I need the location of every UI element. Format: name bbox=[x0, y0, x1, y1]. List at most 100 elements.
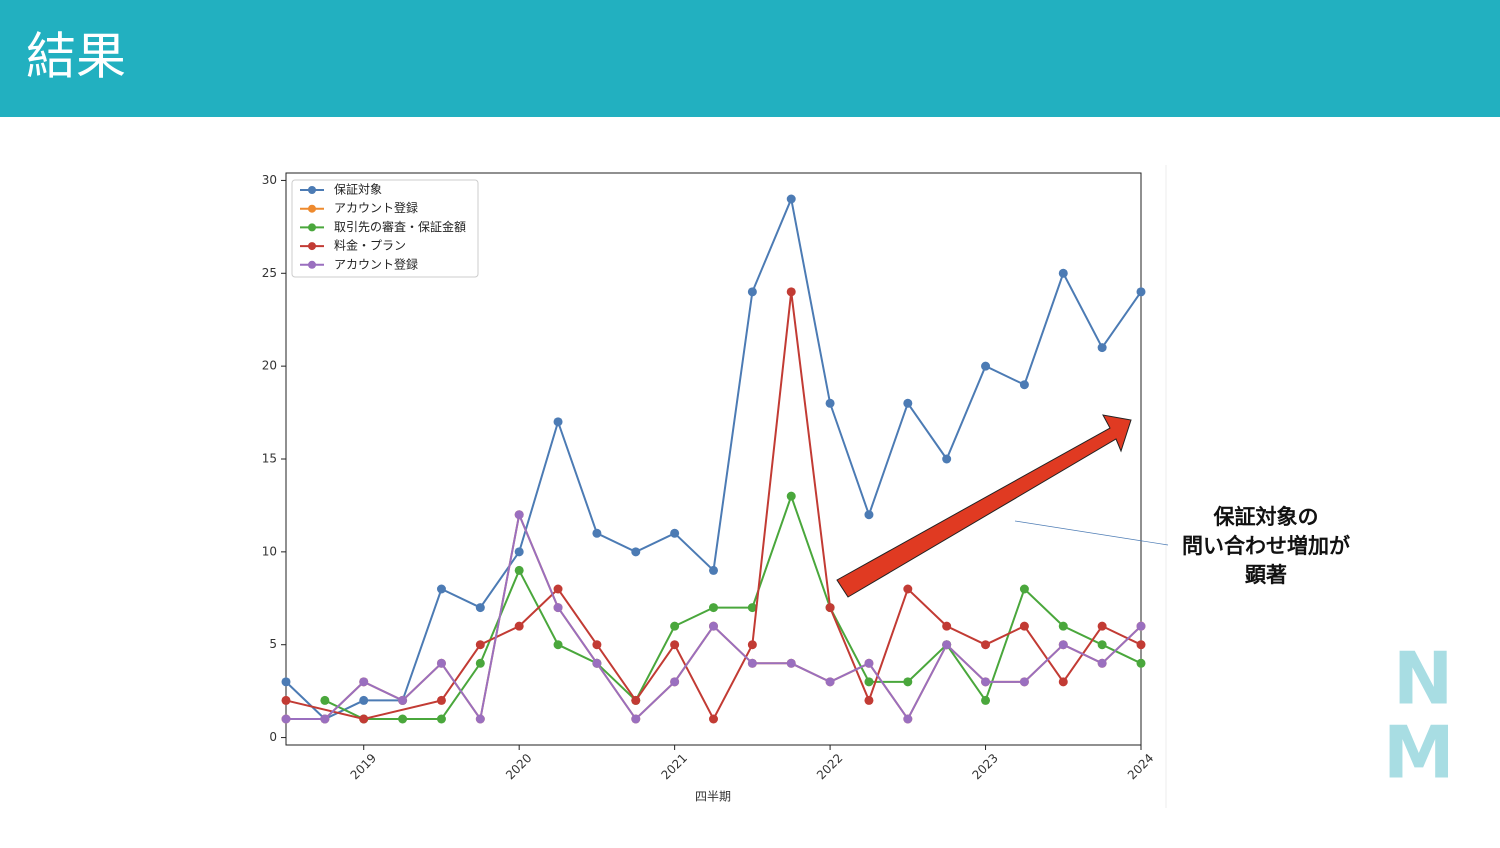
x-tick-label: 2021 bbox=[659, 751, 690, 782]
data-point bbox=[475, 603, 485, 613]
x-tick-label: 2020 bbox=[503, 751, 534, 782]
data-point bbox=[1136, 287, 1146, 297]
series-line bbox=[286, 511, 1142, 722]
data-point bbox=[1019, 380, 1029, 390]
data-point bbox=[359, 714, 369, 724]
data-point bbox=[747, 658, 757, 668]
legend-swatch bbox=[308, 260, 316, 269]
data-point bbox=[825, 603, 835, 613]
x-tick-label: 2023 bbox=[969, 751, 1000, 782]
series-line bbox=[285, 291, 1142, 722]
legend-swatch bbox=[308, 186, 316, 194]
legend-swatch bbox=[308, 204, 316, 213]
series-line bbox=[324, 493, 1142, 720]
legend-label: アカウント登録 bbox=[334, 256, 418, 271]
data-point bbox=[592, 640, 602, 650]
slide-title: 結果 bbox=[26, 28, 126, 86]
data-point bbox=[1058, 677, 1068, 687]
data-point bbox=[553, 603, 563, 613]
data-point bbox=[553, 584, 563, 594]
data-point bbox=[864, 695, 874, 705]
data-point bbox=[1097, 621, 1107, 631]
data-point bbox=[475, 640, 485, 650]
data-point bbox=[1136, 640, 1146, 650]
data-point bbox=[903, 584, 913, 594]
data-point bbox=[475, 714, 485, 724]
logo-letter: N bbox=[1393, 637, 1453, 721]
data-point bbox=[1058, 268, 1068, 278]
data-point bbox=[1019, 584, 1029, 594]
data-point bbox=[981, 361, 991, 371]
data-point bbox=[747, 640, 757, 650]
data-point bbox=[320, 714, 330, 724]
data-point bbox=[281, 695, 291, 705]
legend-swatch bbox=[308, 242, 316, 251]
data-point bbox=[709, 621, 718, 631]
y-tick-label: 15 bbox=[262, 452, 277, 466]
data-point bbox=[475, 658, 485, 668]
data-point bbox=[1019, 677, 1029, 687]
data-point bbox=[747, 287, 757, 297]
data-point bbox=[281, 714, 291, 724]
legend-box bbox=[291, 179, 479, 278]
data-point bbox=[786, 658, 796, 668]
x-axis-label: 四半期 bbox=[695, 790, 731, 804]
annotation-line: 問い合わせ増加が bbox=[1182, 534, 1350, 558]
data-point bbox=[281, 677, 291, 687]
data-point bbox=[864, 510, 874, 520]
y-tick-label: 5 bbox=[269, 637, 277, 651]
data-point bbox=[553, 417, 563, 427]
data-point bbox=[631, 695, 641, 705]
annotation-line: 顕著 bbox=[1245, 563, 1287, 587]
data-point bbox=[398, 714, 408, 724]
y-tick-label: 20 bbox=[262, 359, 277, 373]
y-tick-label: 10 bbox=[262, 544, 277, 558]
legend-label: 保証対象 bbox=[334, 183, 382, 197]
data-point bbox=[786, 194, 796, 204]
logo-letter: M bbox=[1383, 711, 1455, 795]
data-point bbox=[942, 621, 952, 631]
data-point bbox=[942, 640, 952, 650]
data-point bbox=[786, 287, 796, 297]
data-point bbox=[436, 658, 446, 668]
data-point bbox=[747, 603, 757, 613]
data-point bbox=[709, 603, 718, 613]
trend-arrow bbox=[836, 414, 1132, 598]
data-point bbox=[631, 714, 641, 724]
legend-label: 取引先の審査・保証金額 bbox=[334, 219, 466, 234]
data-point bbox=[670, 640, 680, 650]
data-point bbox=[359, 695, 369, 705]
data-point bbox=[514, 565, 524, 575]
data-point bbox=[592, 528, 602, 538]
data-point bbox=[514, 547, 524, 557]
header-band bbox=[0, 0, 1500, 117]
data-point bbox=[670, 621, 680, 631]
legend-swatch bbox=[308, 223, 316, 232]
data-point bbox=[1058, 640, 1068, 650]
data-point bbox=[436, 584, 446, 594]
data-point bbox=[942, 454, 952, 464]
data-point bbox=[981, 677, 991, 687]
data-point bbox=[1136, 621, 1146, 631]
data-point bbox=[1097, 658, 1107, 668]
data-point bbox=[670, 528, 680, 538]
data-point bbox=[825, 677, 835, 687]
data-point bbox=[903, 398, 913, 408]
data-point bbox=[981, 640, 991, 650]
data-point bbox=[981, 695, 991, 705]
data-point bbox=[514, 621, 524, 631]
data-point bbox=[825, 398, 835, 408]
data-point bbox=[514, 510, 524, 520]
data-point bbox=[1019, 621, 1029, 631]
data-point bbox=[436, 695, 446, 705]
y-tick-label: 25 bbox=[262, 266, 277, 280]
annotation-pointer bbox=[1014, 520, 1169, 546]
data-point bbox=[592, 658, 602, 668]
data-point bbox=[1058, 621, 1068, 631]
data-point bbox=[1097, 640, 1107, 650]
data-point bbox=[398, 695, 408, 705]
data-point bbox=[359, 677, 369, 687]
data-point bbox=[320, 695, 330, 705]
data-point bbox=[1136, 658, 1146, 668]
x-tick-label: 2019 bbox=[348, 751, 379, 782]
